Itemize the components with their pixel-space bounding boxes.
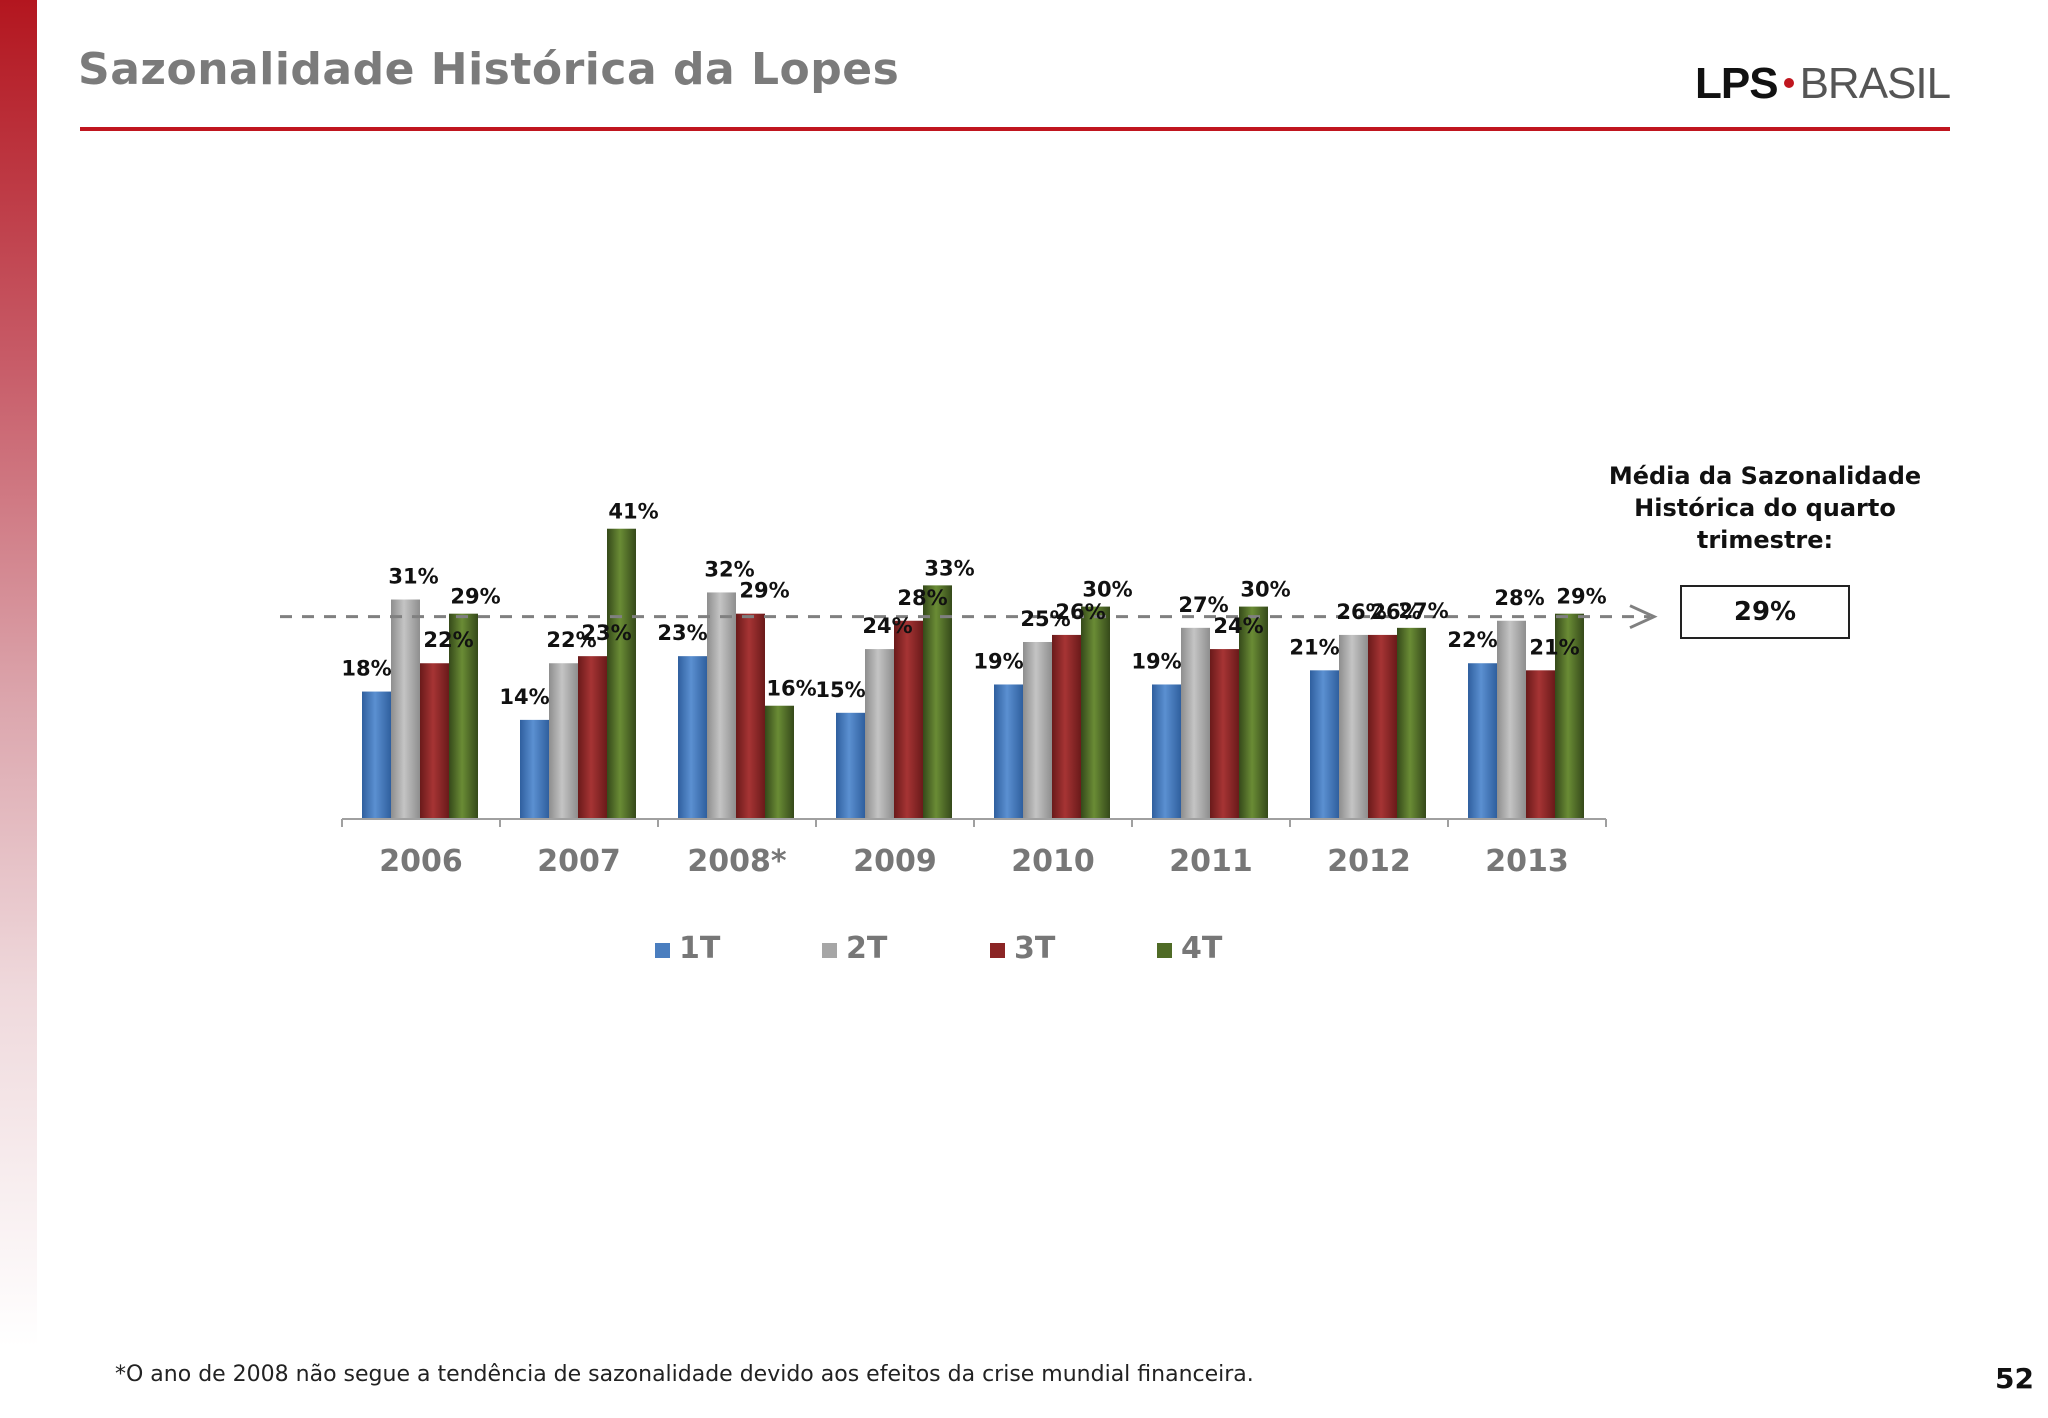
average-arrow-icon (1629, 604, 1658, 630)
bar-3T-2011 (1210, 649, 1239, 819)
bar-4T-2013 (1555, 613, 1584, 819)
data-label-4T-2010: 30% (1082, 578, 1132, 602)
data-label-2T-2011: 27% (1178, 593, 1228, 617)
category-label-2009: 2009 (853, 844, 937, 879)
legend-label-2T: 2T (846, 931, 888, 966)
bar-1T-2010 (994, 684, 1023, 819)
data-label-1T-2011: 19% (1131, 649, 1181, 673)
logo-secondary-text: BRASIL (1799, 59, 1952, 108)
data-label-4T-2007: 41% (608, 500, 658, 524)
data-label-3T-2011: 24% (1213, 614, 1263, 638)
bar-1T-2012 (1310, 670, 1339, 819)
bar-2T-2012 (1339, 634, 1368, 819)
bar-3T-2013 (1526, 670, 1555, 819)
bar-4T-2012 (1397, 627, 1426, 819)
logo-dot-icon (1783, 78, 1794, 89)
data-label-4T-2012: 27% (1398, 599, 1448, 623)
data-label-4T-2011: 30% (1240, 578, 1290, 602)
bar-3T-2009 (894, 620, 923, 819)
data-label-3T-2006: 22% (423, 628, 473, 652)
bar-4T-2008 (765, 705, 794, 819)
slide-title: Sazonalidade Histórica da Lopes (78, 44, 900, 95)
bar-1T-2008 (678, 656, 707, 819)
data-label-1T-2013: 22% (1447, 628, 1497, 652)
bar-2T-2013 (1497, 620, 1526, 819)
bar-4T-2011 (1239, 606, 1268, 819)
bar-2T-2006 (391, 599, 420, 819)
data-label-3T-2012: 26% (1371, 600, 1421, 624)
category-label-2006: 2006 (379, 844, 463, 879)
data-label-4T-2009: 33% (924, 556, 974, 580)
bar-1T-2006 (362, 691, 391, 819)
bar-3T-2008 (736, 613, 765, 819)
category-label-2010: 2010 (1011, 844, 1095, 879)
average-heading: Média da Sazonalidade Histórica do quart… (1608, 462, 1922, 554)
data-label-3T-2007: 23% (581, 621, 631, 645)
bar-2T-2009 (865, 649, 894, 819)
data-label-1T-2007: 14% (499, 685, 549, 709)
bar-3T-2007 (578, 656, 607, 819)
bar-4T-2007 (607, 528, 636, 819)
bar-4T-2010 (1081, 606, 1110, 819)
bar-3T-2006 (420, 663, 449, 819)
data-label-2T-2007: 22% (546, 628, 596, 652)
data-label-1T-2012: 21% (1289, 635, 1339, 659)
data-label-1T-2006: 18% (341, 657, 391, 681)
data-label-2T-2010: 25% (1020, 607, 1070, 631)
bar-2T-2011 (1181, 627, 1210, 819)
data-label-4T-2013: 29% (1556, 585, 1606, 609)
data-label-1T-2010: 19% (973, 649, 1023, 673)
data-label-2T-2006: 31% (388, 565, 438, 589)
bar-4T-2009 (923, 585, 952, 819)
data-label-4T-2008: 16% (766, 677, 816, 701)
bar-1T-2013 (1468, 663, 1497, 819)
legend-swatch-2T (822, 943, 837, 958)
data-label-2T-2013: 28% (1494, 586, 1544, 610)
bar-2T-2010 (1023, 642, 1052, 819)
page-number: 52 (1995, 1362, 2034, 1395)
category-label-2013: 2013 (1485, 844, 1569, 879)
bar-4T-2006 (449, 613, 478, 819)
legend-label-1T: 1T (679, 931, 721, 966)
legend-swatch-3T (990, 943, 1005, 958)
data-label-2T-2009: 24% (862, 614, 912, 638)
side-decoration-bar (0, 0, 37, 1418)
data-label-3T-2008: 29% (739, 579, 789, 603)
bar-3T-2010 (1052, 634, 1081, 819)
category-label-2012: 2012 (1327, 844, 1411, 879)
data-label-3T-2013: 21% (1529, 635, 1579, 659)
legend-label-3T: 3T (1014, 931, 1056, 966)
data-label-2T-2012: 26% (1336, 600, 1386, 624)
bar-1T-2011 (1152, 684, 1181, 819)
bar-2T-2008 (707, 592, 736, 819)
data-label-2T-2008: 32% (704, 557, 754, 581)
footnote: *O ano de 2008 não segue a tendência de … (115, 1362, 1254, 1387)
data-label-3T-2009: 28% (897, 586, 947, 610)
category-label-2007: 2007 (537, 844, 621, 879)
legend-swatch-4T (1157, 943, 1172, 958)
data-label-4T-2006: 29% (450, 585, 500, 609)
category-label-2008: 2008* (687, 844, 786, 879)
data-label-1T-2008: 23% (657, 621, 707, 645)
average-value-box: 29% (1680, 585, 1850, 639)
company-logo: LPS BRASIL (1695, 58, 1952, 110)
logo-primary-text: LPS (1695, 59, 1779, 108)
legend-label-4T: 4T (1181, 931, 1223, 966)
legend-swatch-1T (655, 943, 670, 958)
bar-3T-2012 (1368, 634, 1397, 819)
data-label-1T-2009: 15% (815, 678, 865, 702)
data-label-3T-2010: 26% (1055, 600, 1105, 624)
title-divider (80, 127, 1950, 131)
category-label-2011: 2011 (1169, 844, 1253, 879)
bar-2T-2007 (549, 663, 578, 819)
bar-1T-2007 (520, 719, 549, 819)
bar-1T-2009 (836, 712, 865, 819)
